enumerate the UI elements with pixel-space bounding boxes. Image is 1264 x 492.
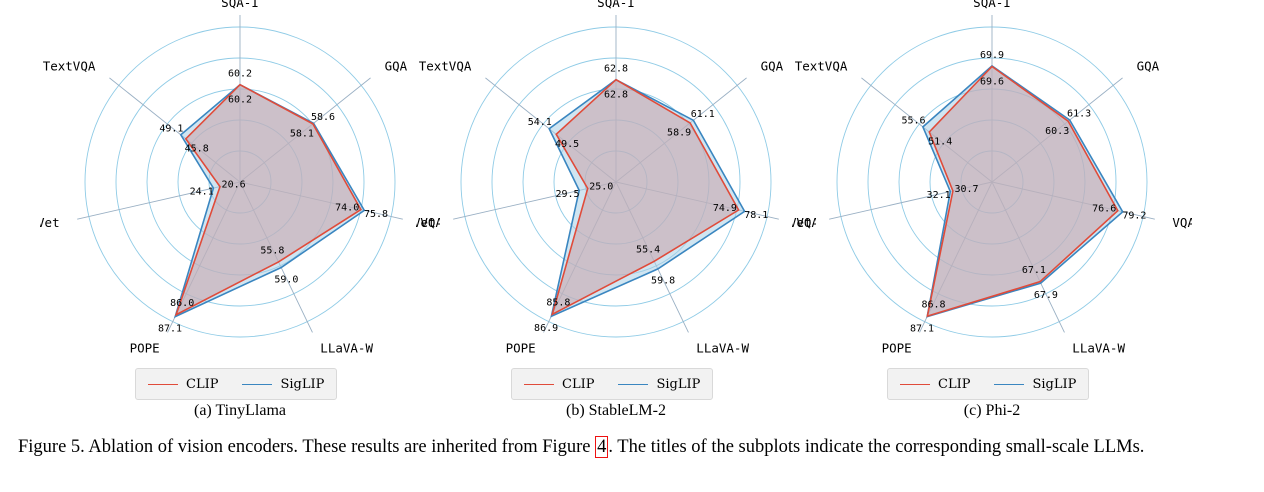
axis-label: SQA-I <box>597 0 635 10</box>
axis-label: VQAv <box>796 215 816 230</box>
data-label-siglip: 59.8 <box>651 276 675 287</box>
legend-item-siglip: SigLIP <box>618 377 700 392</box>
axis-label: MM-Vet <box>40 215 60 230</box>
axis-label: SQA-I <box>221 0 259 10</box>
axis-label: MM-Vet <box>792 215 812 230</box>
axis-label: MM-Vet <box>416 215 436 230</box>
data-label-siglip: 58.6 <box>311 112 335 123</box>
legend-item-clip: CLIP <box>524 377 594 392</box>
legend-item-siglip: SigLIP <box>242 377 324 392</box>
data-label-clip: 60.2 <box>228 95 252 106</box>
legend-item-siglip: SigLIP <box>994 377 1076 392</box>
axis-label: POPE <box>130 341 160 356</box>
data-label-siglip: 78.1 <box>744 210 768 221</box>
data-label-clip: 45.8 <box>185 144 209 155</box>
data-label-siglip: 61.1 <box>691 109 715 120</box>
series-clip-area <box>174 83 362 317</box>
data-label-clip: 30.7 <box>954 184 978 195</box>
axis-label: VQAv <box>420 215 440 230</box>
legend-item-clip: CLIP <box>148 377 218 392</box>
data-label-clip: 55.8 <box>260 245 284 256</box>
data-label-clip: 62.8 <box>604 90 628 101</box>
axis-label: TextVQA <box>43 59 96 74</box>
data-label-siglip: 55.6 <box>901 115 925 126</box>
radar-panel-phi2: 69.9 61.3 79.2 67.9 87.1 32.1 55.6 69.6 60.3 76.6… <box>792 0 1192 430</box>
data-label-siglip: 79.2 <box>1122 211 1146 222</box>
radar-plot-tinyllama: 60.2 58.6 75.8 59.0 87.1 24.1 49.1 60.2 58.1 74.0… <box>40 0 440 356</box>
radar-plot-stablelm: 62.8 61.1 78.1 59.8 86.9 29.5 54.1 62.8 58.9 74.9… <box>416 0 816 356</box>
data-label-clip: 25.0 <box>589 181 613 192</box>
data-label-clip: 60.3 <box>1045 126 1069 137</box>
data-label-siglip: 86.9 <box>534 323 558 334</box>
axis-label: SQA-I <box>973 0 1011 10</box>
axis-label: TextVQA <box>795 59 848 74</box>
axis-label: LLaVA-W <box>696 341 749 356</box>
data-label-siglip: 61.3 <box>1067 109 1091 120</box>
radar-panel-tinyllama: 60.2 58.6 75.8 59.0 87.1 24.1 49.1 60.2 58.1 74.0… <box>40 0 440 430</box>
data-label-siglip: 87.1 <box>158 323 182 334</box>
figure-reference-link[interactable]: 4 <box>595 436 609 458</box>
legend: CLIP SigLIP <box>511 368 714 400</box>
data-label-clip: 86.0 <box>170 298 194 309</box>
axis-label: POPE <box>506 341 536 356</box>
data-label-clip: 55.4 <box>636 245 660 256</box>
data-label-siglip: 87.1 <box>910 323 934 334</box>
data-label-clip: 58.9 <box>667 128 691 139</box>
axis-label: LLaVA-W <box>1072 341 1125 356</box>
data-label-siglip: 54.1 <box>528 117 552 128</box>
data-label-clip: 58.1 <box>290 129 314 140</box>
data-label-siglip: 62.8 <box>604 64 628 75</box>
data-label-siglip: 49.1 <box>159 123 183 134</box>
radar-panel-stablelm: 62.8 61.1 78.1 59.8 86.9 29.5 54.1 62.8 58.9 74.9… <box>416 0 816 430</box>
subplot-title: (b) StableLM-2 <box>566 402 666 419</box>
data-label-clip: 51.4 <box>928 137 952 148</box>
legend: CLIP SigLIP <box>887 368 1090 400</box>
data-label-clip: 86.8 <box>921 300 945 311</box>
radar-plot-phi2: 69.9 61.3 79.2 67.9 87.1 32.1 55.6 69.6 60.3 76.6… <box>792 0 1192 356</box>
data-label-siglip: 67.9 <box>1034 290 1058 301</box>
legend: CLIP SigLIP <box>135 368 338 400</box>
axis-label: GQA <box>385 59 408 74</box>
legend-item-clip: CLIP <box>900 377 970 392</box>
series-clip-area <box>926 65 1119 318</box>
data-label-clip: 69.6 <box>980 77 1004 88</box>
data-label-clip: 76.6 <box>1092 204 1116 215</box>
radar-charts: 60.2 58.6 75.8 59.0 87.1 24.1 49.1 60.2 58.1 74.0… <box>40 0 1192 430</box>
data-label-siglip: 75.8 <box>364 209 388 220</box>
data-label-siglip: 69.9 <box>980 50 1004 61</box>
data-label-siglip: 29.5 <box>555 189 579 200</box>
series-clip-area <box>551 78 740 316</box>
data-label-siglip: 60.2 <box>228 69 252 80</box>
axis-label: VQAv2 <box>1172 215 1192 230</box>
axis-label: TextVQA <box>419 59 472 74</box>
data-label-clip: 74.0 <box>335 203 359 214</box>
subplot-title: (c) Phi-2 <box>963 402 1021 419</box>
data-label-siglip: 59.0 <box>274 274 298 285</box>
data-label-clip: 85.8 <box>546 298 570 309</box>
data-label-siglip: 32.1 <box>927 190 951 201</box>
subplot-title: (a) TinyLlama <box>194 402 286 419</box>
figure-caption: Figure 5. Ablation of vision encoders. T… <box>18 436 1145 458</box>
data-label-clip: 74.9 <box>713 203 737 214</box>
data-label-clip: 20.6 <box>222 180 246 191</box>
data-label-clip: 49.5 <box>555 139 579 150</box>
data-label-clip: 67.1 <box>1022 265 1046 276</box>
axis-label: POPE <box>882 341 912 356</box>
axis-label: GQA <box>761 59 784 74</box>
axis-label: LLaVA-W <box>320 341 373 356</box>
data-label-siglip: 24.1 <box>190 187 214 198</box>
axis-label: GQA <box>1137 59 1160 74</box>
